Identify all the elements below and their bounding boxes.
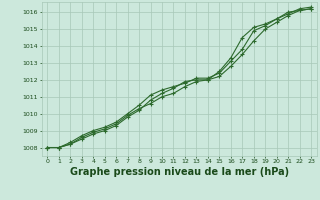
X-axis label: Graphe pression niveau de la mer (hPa): Graphe pression niveau de la mer (hPa) xyxy=(70,167,289,177)
